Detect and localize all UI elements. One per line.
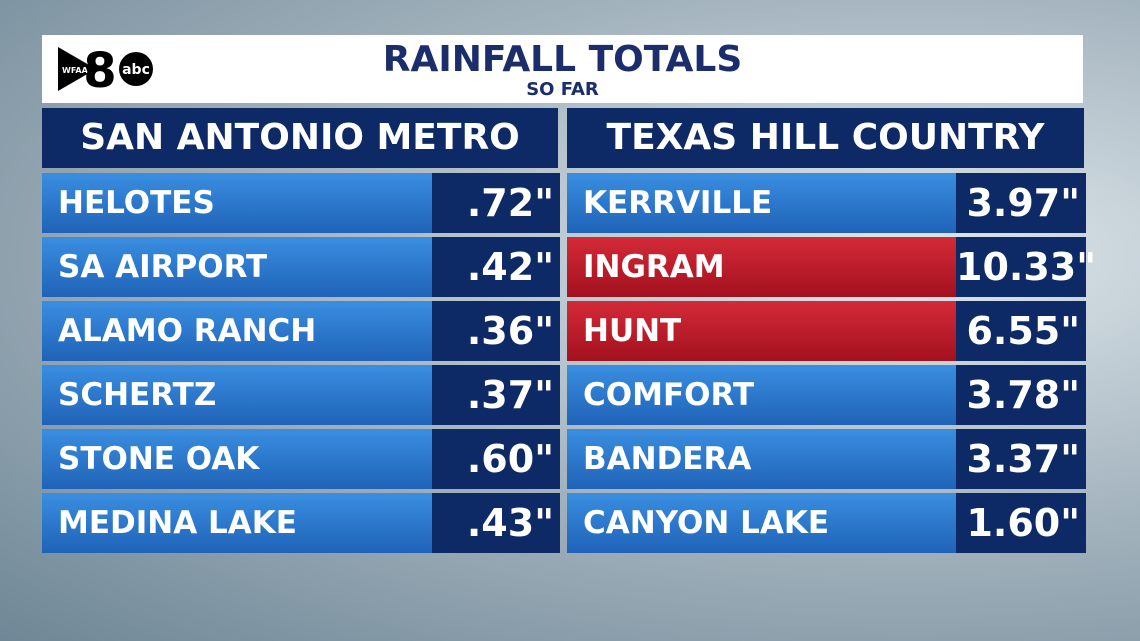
rain-total: 1.60" bbox=[956, 493, 1086, 553]
column-heading: SAN ANTONIO METRO bbox=[42, 108, 558, 168]
rain-total: .37" bbox=[432, 365, 560, 425]
place-name: HUNT bbox=[567, 301, 956, 361]
place-name: STONE OAK bbox=[42, 429, 432, 489]
rain-total: 3.97" bbox=[956, 173, 1086, 233]
place-name: KERRVILLE bbox=[567, 173, 956, 233]
place-name: SA AIRPORT bbox=[42, 237, 432, 297]
rain-total: 3.37" bbox=[956, 429, 1086, 489]
logo-channel: 8 bbox=[83, 43, 116, 95]
column-heading: TEXAS HILL COUNTRY bbox=[567, 108, 1084, 168]
place-name: INGRAM bbox=[567, 237, 956, 297]
place-name: HELOTES bbox=[42, 173, 432, 233]
rain-total: 3.78" bbox=[956, 365, 1086, 425]
logo-shape bbox=[58, 47, 96, 91]
rain-total: 10.33" bbox=[956, 237, 1096, 297]
rain-total: .36" bbox=[432, 301, 560, 361]
rain-total: .43" bbox=[432, 493, 560, 553]
place-name: CANYON LAKE bbox=[567, 493, 956, 553]
rain-total: 6.55" bbox=[956, 301, 1086, 361]
logo-circle bbox=[119, 52, 153, 86]
header: WFAA 8 abc RAINFALL TOTALS SO FAR bbox=[42, 35, 1083, 103]
title: RAINFALL TOTALS bbox=[382, 39, 743, 80]
place-name: BANDERA bbox=[567, 429, 956, 489]
logo-network: abc bbox=[122, 62, 150, 78]
rain-total: .60" bbox=[432, 429, 560, 489]
place-name: ALAMO RANCH bbox=[42, 301, 432, 361]
place-name: SCHERTZ bbox=[42, 365, 432, 425]
place-name: COMFORT bbox=[567, 365, 956, 425]
rain-total: .72" bbox=[432, 173, 560, 233]
subtitle: SO FAR bbox=[526, 79, 599, 100]
rain-total: .42" bbox=[432, 237, 560, 297]
logo: WFAA 8 abc bbox=[58, 43, 153, 95]
logo-station: WFAA bbox=[62, 66, 89, 75]
place-name: MEDINA LAKE bbox=[42, 493, 432, 553]
